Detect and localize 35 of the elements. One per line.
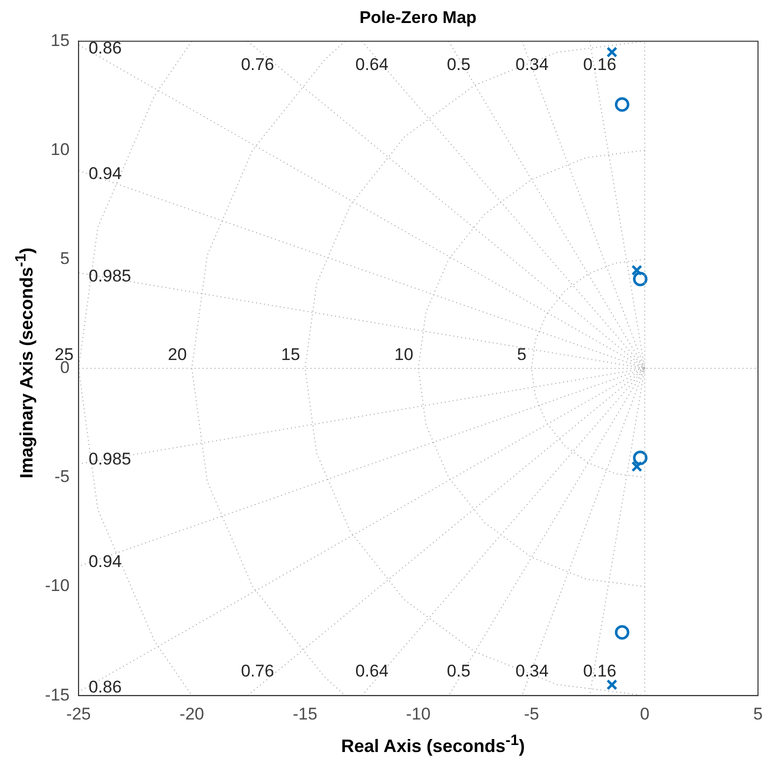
series-label: 0.76 xyxy=(240,54,274,74)
text: 0.34 xyxy=(515,54,549,74)
x-tick-label: 5 xyxy=(753,704,763,724)
series-label: 0.64 xyxy=(355,54,388,74)
y-tick-label: -10 xyxy=(44,576,70,596)
x-axis-title: Real Axis (seconds$^{-1}$) xyxy=(340,732,526,757)
y-tick-label: 15 xyxy=(50,30,70,50)
x-tick-label: -10 xyxy=(406,704,431,724)
series-label: 15 xyxy=(281,345,300,364)
text: 0.94 xyxy=(88,552,122,571)
text: 0.76 xyxy=(240,661,274,680)
text: 0.16 xyxy=(583,54,616,74)
series-label: 0.34 xyxy=(515,661,549,680)
x-tick-label: -20 xyxy=(180,704,204,724)
x-tick-label: -15 xyxy=(292,704,318,724)
y-tick-label: -15 xyxy=(44,685,70,704)
x-tick-label: 0 xyxy=(640,704,650,724)
y-tick-label: -5 xyxy=(54,467,70,486)
series-label: 0.5 xyxy=(446,661,470,680)
text: 0.985 xyxy=(88,266,132,286)
x-tick-label: -5 xyxy=(524,704,540,724)
series-label: 0.16 xyxy=(583,661,616,680)
text: 0.64 xyxy=(355,661,388,680)
series-label: 10 xyxy=(394,345,414,364)
y-tick-label: 5 xyxy=(60,249,70,268)
series-label: 0.985 xyxy=(88,450,132,469)
series-label: 0.94 xyxy=(88,164,122,184)
chart-title: Pole-Zero Map xyxy=(358,8,478,28)
x-tick-label: -25 xyxy=(66,704,91,724)
text: 0.5 xyxy=(446,54,470,74)
y-tick-label: 10 xyxy=(50,140,70,159)
series-label: 0.86 xyxy=(88,678,122,697)
series-label: 5 xyxy=(517,345,527,364)
series-label: 20 xyxy=(168,345,187,364)
text: 0.86 xyxy=(88,38,122,58)
